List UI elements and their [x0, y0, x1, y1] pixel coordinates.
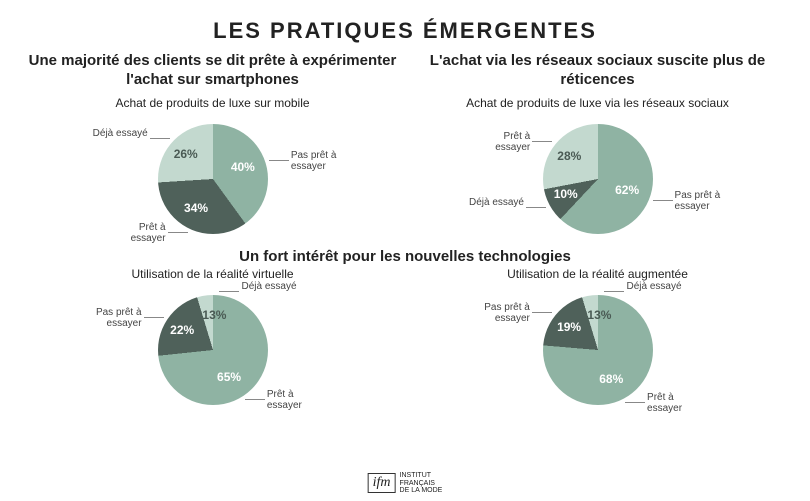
pie-category-label: Déjà essayé	[88, 128, 148, 139]
logo-line1: INSTITUT	[400, 472, 443, 480]
logo-line3: DE LA MODE	[400, 487, 443, 495]
subtitle-social: Achat de produits de luxe via les réseau…	[413, 96, 783, 110]
heading-mobile: Une majorité des clients se dit prête à …	[28, 52, 398, 90]
pie-category-label: Déjà essayé	[626, 281, 686, 292]
pie-pct: 19%	[557, 320, 581, 334]
heading-social: L'achat via les réseaux sociaux suscite …	[413, 52, 783, 90]
leader-line	[168, 232, 188, 233]
pie-pct: 65%	[217, 370, 241, 384]
subtitle-ar: Utilisation de la réalité augmentée	[413, 267, 783, 281]
pie-pct: 68%	[599, 372, 623, 386]
col-social: L'achat via les réseaux sociaux suscite …	[413, 52, 783, 244]
pie-pct: 28%	[557, 149, 581, 163]
subtitle-vr: Utilisation de la réalité virtuelle	[28, 267, 398, 281]
leader-line	[219, 291, 239, 292]
leader-line	[653, 200, 673, 201]
section2-heading: Un fort intérêt pour les nouvelles techn…	[0, 248, 810, 265]
pie-pct: 10%	[554, 187, 578, 201]
pie-category-label: Pas prêt à essayer	[291, 150, 351, 172]
subtitle-mobile: Achat de produits de luxe sur mobile	[28, 96, 398, 110]
pie-category-label: Prêt à essayer	[267, 389, 327, 411]
row-1: Une majorité des clients se dit prête à …	[0, 52, 810, 244]
pie-pct: 13%	[202, 308, 226, 322]
pie-category-label: Pas prêt à essayer	[675, 190, 735, 212]
pie-pct: 62%	[615, 183, 639, 197]
leader-line	[269, 160, 289, 161]
pie-ar: 68% 19% 13%	[543, 295, 653, 405]
pie-wrap-social: 62% 10% 28% Pas prêt à essayer Déjà essayé P…	[413, 114, 783, 244]
pie-wrap-mobile: 40% 34% 26% Pas prêt à essayer Prêt à essay…	[28, 114, 398, 244]
pie-vr: 65% 22% 13%	[158, 295, 268, 405]
pie-category-label: Déjà essayé	[241, 281, 301, 292]
pie-pct: 13%	[587, 308, 611, 322]
logo-text: INSTITUT FRANÇAIS DE LA MODE	[400, 472, 443, 495]
leader-line	[144, 317, 164, 318]
pie-wrap-vr: 65% 22% 13% Prêt à essayer Pas prêt à essay…	[28, 285, 398, 415]
col-vr: Utilisation de la réalité virtuelle 65% 2…	[28, 267, 398, 415]
logo: ifm INSTITUT FRANÇAIS DE LA MODE	[368, 472, 443, 495]
page-title: LES PRATIQUES ÉMERGENTES	[0, 0, 810, 52]
pie-pct: 22%	[170, 323, 194, 337]
row-2: Utilisation de la réalité virtuelle 65% 2…	[0, 267, 810, 415]
pie-category-label: Prêt à essayer	[470, 131, 530, 153]
leader-line	[532, 141, 552, 142]
pie-category-label: Pas prêt à essayer	[82, 307, 142, 329]
leader-line	[532, 312, 552, 313]
pie-wrap-ar: 68% 19% 13% Prêt à essayer Pas prêt à essay…	[413, 285, 783, 415]
logo-mark: ifm	[368, 473, 396, 493]
pie-pct: 26%	[174, 147, 198, 161]
pie-category-label: Pas prêt à essayer	[470, 302, 530, 324]
pie-pct: 34%	[184, 201, 208, 215]
pie-category-label: Déjà essayé	[464, 197, 524, 208]
pie-pct: 40%	[231, 160, 255, 174]
logo-line2: FRANÇAIS	[400, 480, 443, 488]
pie-category-label: Prêt à essayer	[647, 392, 707, 414]
leader-line	[625, 402, 645, 403]
leader-line	[604, 291, 624, 292]
leader-line	[526, 207, 546, 208]
col-mobile: Une majorité des clients se dit prête à …	[28, 52, 398, 244]
pie-mobile: 40% 34% 26%	[158, 124, 268, 234]
pie-category-label: Prêt à essayer	[106, 222, 166, 244]
col-ar: Utilisation de la réalité augmentée 68% 1…	[413, 267, 783, 415]
leader-line	[245, 399, 265, 400]
leader-line	[150, 138, 170, 139]
pie-social: 62% 10% 28%	[543, 124, 653, 234]
